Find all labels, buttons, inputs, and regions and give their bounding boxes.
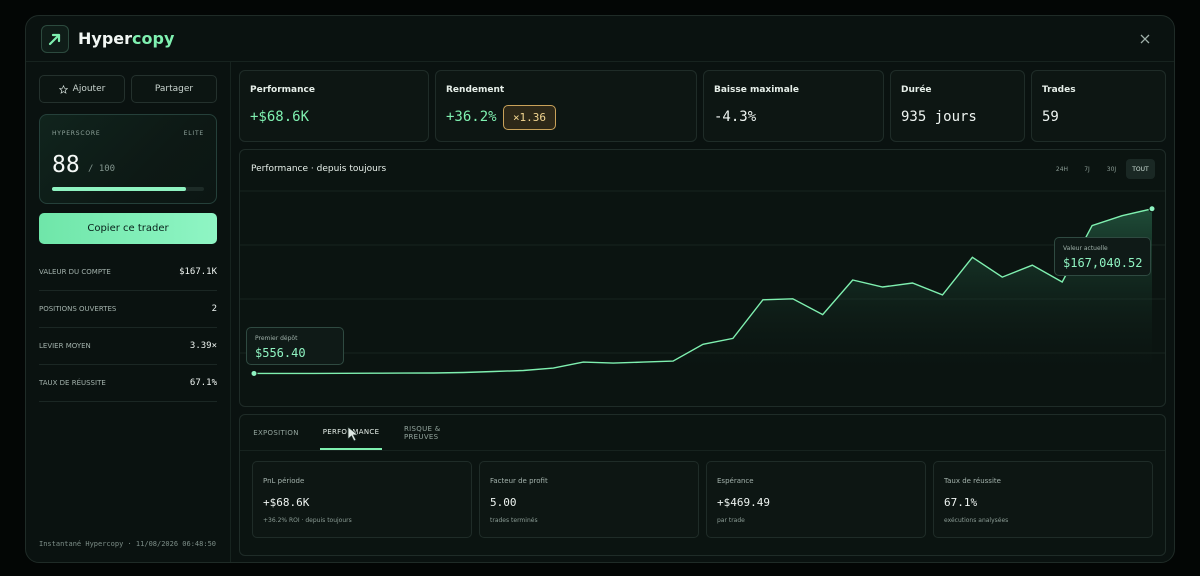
metric-value: +36.2% — [446, 109, 497, 125]
add-button[interactable]: Ajouter — [39, 75, 125, 103]
stat-row-open-positions: POSITIONS OUVERTES 2 — [39, 291, 217, 328]
kpi-profit-factor: Facteur de profit 5.00 trades terminés — [479, 461, 699, 538]
stat-value: $167.1K — [179, 267, 217, 277]
mouse-cursor-icon — [347, 426, 359, 442]
copy-trader-button[interactable]: Copier ce trader — [39, 213, 217, 244]
kpi-label: Taux de réussite — [944, 477, 1001, 485]
metric-label: Trades — [1042, 85, 1076, 95]
arrow-up-right-icon — [48, 33, 61, 46]
app-title: Hypercopy — [78, 29, 174, 48]
multiplier-badge: ×1.36 — [503, 105, 556, 130]
stat-row-account-value: VALEUR DU COMPTE $167.1K — [39, 254, 217, 291]
stat-label: POSITIONS OUVERTES — [39, 305, 117, 313]
hyperscore-progress — [52, 187, 204, 191]
kpi-sub: +36.2% ROI · depuis toujours — [263, 517, 352, 524]
current-value-label: Valeur actuelle — [1063, 245, 1108, 252]
metric-value: 935 jours — [901, 109, 977, 125]
logo — [41, 25, 69, 53]
kpi-label: PnL période — [263, 477, 305, 485]
hyperscore-tier: ELITE — [183, 130, 204, 137]
close-button[interactable] — [1134, 28, 1156, 50]
kpi-value: +$68.6K — [263, 496, 310, 509]
kpi-win-rate: Taux de réussite 67.1% exécutions analys… — [933, 461, 1153, 538]
kpi-period-pnl: PnL période +$68.6K +36.2% ROI · depuis … — [252, 461, 472, 538]
kpi-value: 5.00 — [490, 496, 517, 509]
top-bar: Hypercopy — [26, 16, 1174, 62]
details-panel: EXPOSITION PERFORMANCE RISQUE & PREUVES … — [239, 414, 1166, 556]
kpi-label: Espérance — [717, 477, 754, 485]
current-value-value: $167,040.52 — [1063, 256, 1143, 270]
current-value-tooltip: Valeur actuelle $167,040.52 — [1054, 237, 1151, 276]
stat-row-avg-leverage: LEVIER MOYEN 3.39× — [39, 328, 217, 365]
stat-value: 3.39× — [189, 341, 217, 351]
range-button-24h[interactable]: 24H — [1055, 165, 1069, 173]
chart-series-line — [254, 208, 1153, 375]
first-deposit-point — [250, 369, 258, 377]
first-deposit-label: Premier dépôt — [255, 335, 298, 342]
hyperscore-max: / 100 — [88, 164, 116, 174]
current-value-point — [1148, 205, 1156, 213]
app-name-main: Hyper — [78, 29, 133, 48]
kpi-value: +$469.49 — [717, 496, 770, 509]
metric-value: 59 — [1042, 109, 1059, 125]
hyperscore-value: 88 — [52, 152, 80, 178]
first-deposit-value: $556.40 — [255, 346, 306, 360]
add-button-label: Ajouter — [72, 84, 106, 94]
performance-chart — [240, 190, 1165, 377]
hyperscore-progress-fill — [52, 187, 186, 191]
metric-value: -4.3% — [714, 109, 757, 125]
metric-label: Rendement — [446, 85, 505, 95]
range-button-7j[interactable]: 7J — [1084, 165, 1090, 173]
performance-chart-panel: Performance · depuis toujours 24H 7J 30J… — [239, 149, 1166, 407]
stat-row-win-rate: TAUX DE RÉUSSITE 67.1% — [39, 365, 217, 402]
metric-label: Performance — [250, 85, 315, 95]
metric-label: Durée — [901, 85, 932, 95]
metric-trades: Trades 59 — [1031, 70, 1166, 142]
sidebar: Ajouter Partager HYPERSCORE ELITE 88 / 1… — [26, 62, 231, 562]
metric-label: Baisse maximale — [714, 85, 799, 95]
chart-title: Performance · depuis toujours — [251, 164, 387, 174]
kpi-sub: exécutions analysées — [944, 517, 1009, 524]
stat-value: 67.1% — [189, 378, 217, 388]
snapshot-timestamp: Instantané Hypercopy · 11/08/2026 06:48:… — [39, 540, 217, 548]
metric-return: Rendement +36.2% ×1.36 — [435, 70, 697, 142]
kpi-sub: trades terminés — [490, 517, 538, 524]
hyperscore-label: HYPERSCORE — [52, 130, 101, 137]
tab-exposition[interactable]: EXPOSITION — [253, 428, 299, 437]
share-button[interactable]: Partager — [131, 75, 217, 103]
range-button-30j[interactable]: 30J — [1106, 165, 1117, 173]
kpi-expectancy: Espérance +$469.49 par trade — [706, 461, 926, 538]
range-button-all[interactable]: TOUT — [1126, 159, 1155, 179]
stat-label: TAUX DE RÉUSSITE — [39, 379, 106, 387]
metric-value: +$68.6K — [250, 109, 310, 125]
metric-performance: Performance +$68.6K — [239, 70, 429, 142]
chart-area — [254, 208, 1152, 374]
stat-value: 2 — [211, 304, 217, 314]
stat-label: VALEUR DU COMPTE — [39, 268, 111, 276]
tab-risk-proofs[interactable]: RISQUE & PREUVES — [404, 424, 441, 441]
kpi-label: Facteur de profit — [490, 477, 548, 485]
star-icon — [58, 84, 68, 94]
kpi-sub: par trade — [717, 517, 745, 524]
kpi-value: 67.1% — [944, 496, 978, 509]
hyperscore-card: HYPERSCORE ELITE 88 / 100 — [39, 114, 217, 204]
close-icon — [1140, 34, 1150, 44]
share-button-label: Partager — [154, 84, 194, 94]
stat-label: LEVIER MOYEN — [39, 342, 91, 350]
tabs-divider — [240, 450, 1165, 451]
first-deposit-tooltip: Premier dépôt $556.40 — [246, 327, 344, 365]
app-window: Hypercopy Ajouter Partager HYPERSCORE EL… — [25, 15, 1175, 563]
metric-max-drawdown: Baisse maximale -4.3% — [703, 70, 884, 142]
app-name-accent: copy — [132, 29, 175, 48]
metric-duration: Durée 935 jours — [890, 70, 1025, 142]
